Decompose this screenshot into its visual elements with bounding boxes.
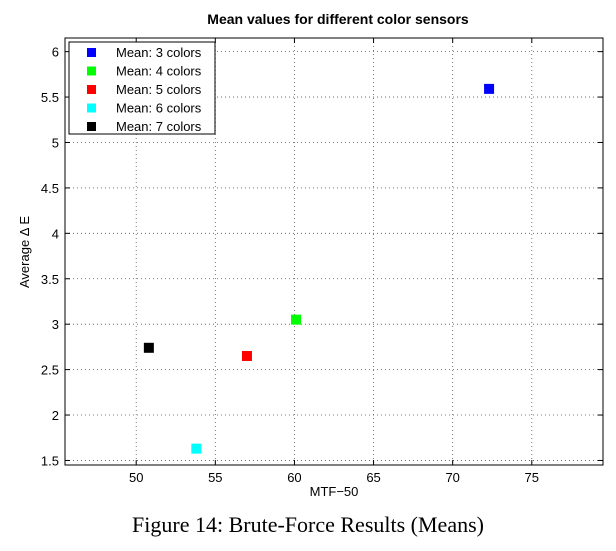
x-tick-label: 65 [366, 470, 380, 485]
data-points [143, 83, 495, 454]
y-tick-label: 2.5 [41, 363, 59, 378]
legend-entry-label: Mean: 7 colors [116, 119, 202, 134]
scatter-chart: Mean values for different color sensors … [17, 11, 604, 499]
plot-area-frame [64, 37, 604, 466]
legend-marker [87, 103, 96, 113]
y-tick-label: 5.5 [41, 90, 59, 105]
y-tick-label: 2 [52, 408, 59, 423]
data-point [484, 83, 495, 94]
y-tick-label: 5 [52, 135, 59, 150]
x-tick-label: 60 [287, 470, 301, 485]
data-point [191, 443, 202, 454]
y-tick-label: 4 [52, 226, 59, 241]
x-axis-label: MTF−50 [310, 484, 359, 499]
legend: Mean: 3 colors Mean: 4 colors Mean: 5 colo… [68, 41, 216, 135]
y-tick-label: 3.5 [41, 272, 59, 287]
grid-lines [65, 38, 603, 465]
legend-marker [87, 85, 96, 94]
y-tick-label: 6 [52, 45, 59, 60]
x-tick-label: 50 [129, 470, 143, 485]
chart-title: Mean values for different color sensors [207, 11, 469, 27]
data-point [241, 350, 252, 361]
y-axis-label: Average Δ E [17, 216, 32, 288]
legend-marker [87, 48, 96, 57]
x-tick-label: 75 [525, 470, 539, 485]
legend-entry-label: Mean: 5 colors [116, 82, 202, 97]
legend-marker [87, 122, 96, 131]
legend-entry-label: Mean: 4 colors [116, 64, 202, 79]
y-tick-label: 1.5 [41, 453, 59, 468]
y-tick-label: 3 [52, 317, 59, 332]
data-point [143, 342, 154, 353]
figure-caption: Figure 14: Brute-Force Results (Means) [132, 512, 484, 537]
x-tick-label: 70 [445, 470, 459, 485]
legend-marker [87, 66, 96, 76]
legend-entry-label: Mean: 3 colors [116, 45, 202, 60]
data-point [291, 314, 302, 325]
legend-entry-label: Mean: 6 colors [116, 101, 202, 116]
x-tick-label: 55 [208, 470, 222, 485]
axis-ticks: 50 55 60 65 70 75 1.5 2 2.5 3 3.5 4 4.5 5 5.5 6 [41, 38, 603, 485]
y-tick-label: 4.5 [41, 181, 59, 196]
